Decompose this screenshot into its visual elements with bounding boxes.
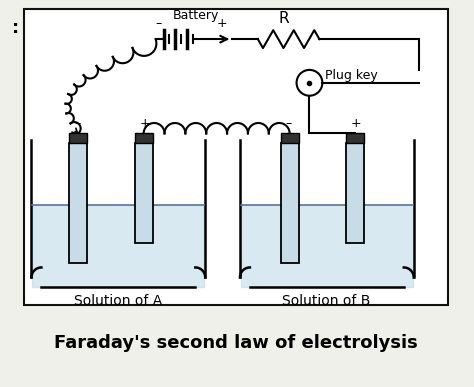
FancyBboxPatch shape [281, 134, 299, 143]
Text: +: + [217, 17, 228, 30]
Text: Solution of B: Solution of B [282, 294, 371, 308]
Text: –: – [74, 118, 80, 130]
Text: Faraday's second law of electrolysis: Faraday's second law of electrolysis [54, 334, 418, 352]
FancyBboxPatch shape [69, 134, 87, 143]
Text: Solution of A: Solution of A [74, 294, 162, 308]
FancyBboxPatch shape [135, 143, 153, 243]
Text: :: : [12, 19, 19, 37]
Text: +: + [139, 118, 150, 130]
FancyBboxPatch shape [281, 143, 299, 262]
FancyBboxPatch shape [346, 143, 364, 243]
FancyBboxPatch shape [69, 143, 87, 262]
FancyBboxPatch shape [24, 9, 448, 305]
Text: Plug key: Plug key [325, 69, 378, 82]
FancyBboxPatch shape [346, 134, 364, 143]
Text: R: R [278, 11, 289, 26]
Text: Battery: Battery [173, 9, 219, 22]
Text: –: – [155, 17, 162, 30]
FancyBboxPatch shape [135, 134, 153, 143]
Text: –: – [285, 118, 292, 130]
Text: +: + [351, 118, 362, 130]
